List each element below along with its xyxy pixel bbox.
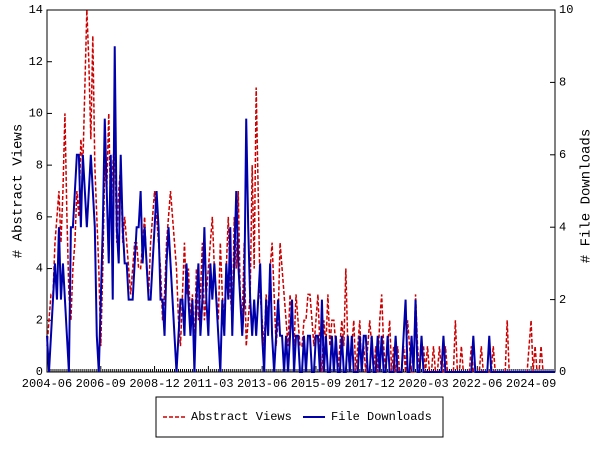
legend-label: File Downloads <box>331 410 432 424</box>
series-line <box>46 9 555 373</box>
legend-label: Abstract Views <box>191 410 292 424</box>
x-tick-label: 2022-06 <box>452 377 502 391</box>
x-tick-label: 2015-09 <box>291 377 341 391</box>
y-axis-label: # Abstract Views <box>11 124 27 258</box>
y-tick-label: 6 <box>36 210 43 224</box>
y-tick-label: 2 <box>36 313 43 327</box>
y-tick-label: 4 <box>36 262 43 276</box>
y2-tick-label: 0 <box>559 365 566 379</box>
y2-tick-label: 2 <box>559 293 566 307</box>
y2-tick-label: 4 <box>559 220 566 234</box>
y2-tick-label: 10 <box>559 3 573 17</box>
x-tick-label: 2008-12 <box>129 377 179 391</box>
y-tick-label: 10 <box>29 107 43 121</box>
x-tick-label: 2017-12 <box>345 377 395 391</box>
y2-tick-label: 8 <box>559 76 566 90</box>
series-line <box>46 46 555 373</box>
x-tick-label: 2011-03 <box>183 377 233 391</box>
y2-axis-label: # File Downloads <box>579 129 595 263</box>
y-tick-label: 12 <box>29 55 43 69</box>
x-tick-label: 2013-06 <box>237 377 287 391</box>
legend <box>155 396 444 438</box>
x-tick-label: 2024-09 <box>506 377 556 391</box>
y-tick-label: 8 <box>36 158 43 172</box>
y-tick-label: 14 <box>29 3 43 17</box>
plot-frame <box>46 9 556 373</box>
x-tick-label: 2004-06 <box>22 377 72 391</box>
x-tick-label: 2020-03 <box>398 377 448 391</box>
x-tick-label: 2006-09 <box>76 377 126 391</box>
y2-tick-label: 6 <box>559 148 566 162</box>
y-tick-label: 0 <box>36 365 43 379</box>
